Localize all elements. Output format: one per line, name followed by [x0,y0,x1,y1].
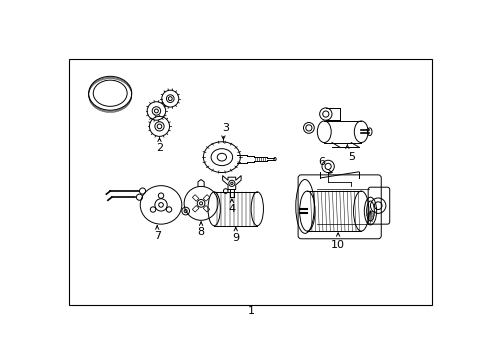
Bar [193,206,199,212]
Bar [203,206,210,212]
Text: 2: 2 [156,143,163,153]
Text: 8: 8 [197,227,205,237]
Text: 4: 4 [228,204,235,214]
Bar [193,195,199,201]
Text: 5: 5 [348,152,355,162]
Bar [203,195,210,201]
Text: 7: 7 [154,231,161,241]
Text: 9: 9 [232,233,239,243]
Text: 6: 6 [318,157,325,167]
Text: 3: 3 [222,122,229,132]
Text: 1: 1 [247,306,255,316]
Bar [69,59,432,305]
Text: 10: 10 [331,239,345,249]
